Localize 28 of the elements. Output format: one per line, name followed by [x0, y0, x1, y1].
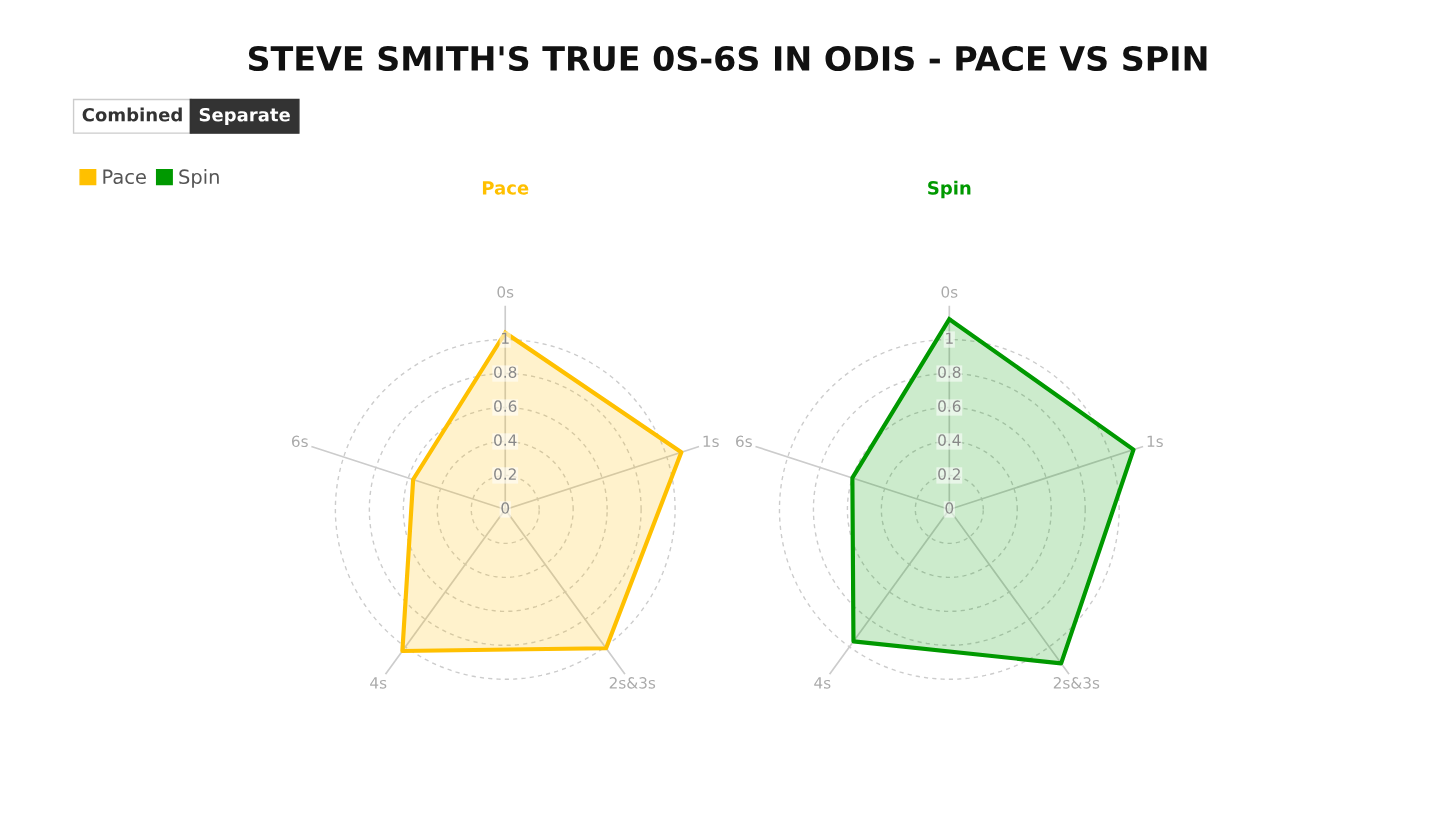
legend-label: Pace — [103, 169, 146, 185]
y-tick-label: 0.4 — [494, 434, 517, 446]
legend-label: Spin — [179, 169, 219, 188]
spoke-label: 2s&3s — [609, 677, 656, 689]
text: Spin — [928, 180, 971, 199]
spoke-label: 4s — [370, 677, 387, 689]
spoke-label: 4s — [814, 677, 831, 689]
text: Combined — [82, 107, 182, 122]
y-tick-label: 0.4 — [938, 434, 961, 446]
text: STEVE SMITH'S TRUE 0S-6S IN ODIS - PACE VS SPIN — [248, 45, 1207, 72]
y-tick-label: 0.6 — [494, 400, 517, 412]
text: Pace — [482, 181, 529, 195]
text: Separate — [199, 107, 290, 126]
y-tick-label: 0.2 — [494, 468, 516, 480]
spoke-label: 0s — [941, 286, 958, 298]
spoke-label: 2s&3s — [1053, 677, 1100, 689]
y-tick-label: 1 — [946, 332, 953, 344]
y-tick-label: 0.6 — [938, 400, 961, 412]
spoke-label: 1s — [703, 435, 719, 448]
y-tick-label: 0.8 — [494, 366, 517, 378]
y-tick-label: 0 — [945, 502, 954, 514]
y-tick-label: 0 — [501, 502, 510, 514]
y-tick-label: 0.2 — [938, 468, 960, 480]
y-tick-label: 0.8 — [938, 366, 961, 378]
spoke-label: 6s — [736, 435, 752, 448]
spoke-label: 0s — [497, 286, 514, 298]
spoke-label: 1s — [1147, 435, 1163, 448]
spoke-label: 6s — [291, 435, 308, 448]
